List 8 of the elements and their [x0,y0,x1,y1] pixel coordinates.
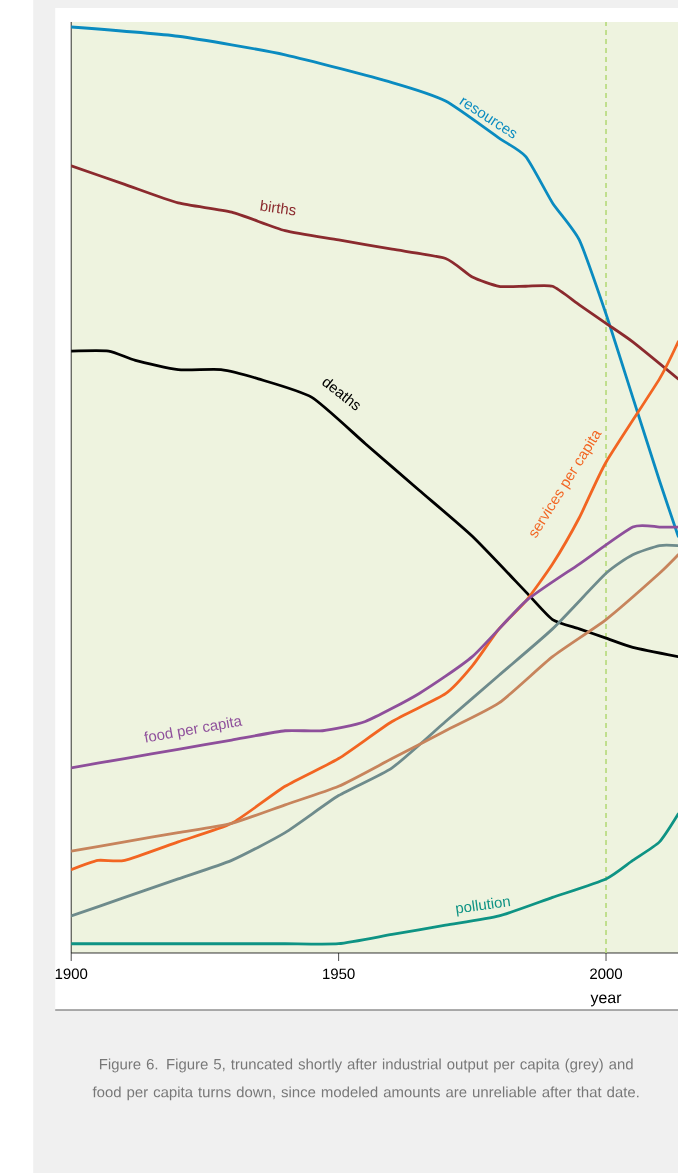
caption: Figure 6. Figure 5, truncated shortly after industrial output per capita (grey) and food per capita turns down, since modeled amounts are unreliable after that date. [92,1058,639,1101]
x-tick-label: 1900 [55,968,88,980]
x-tick-label: 1950 [323,968,355,980]
text: births [260,199,296,216]
x-tick-label: 2000 [590,968,622,980]
text: pollution [455,897,511,917]
text: food per capita [143,717,243,743]
x-axis-title: year [590,994,622,1007]
